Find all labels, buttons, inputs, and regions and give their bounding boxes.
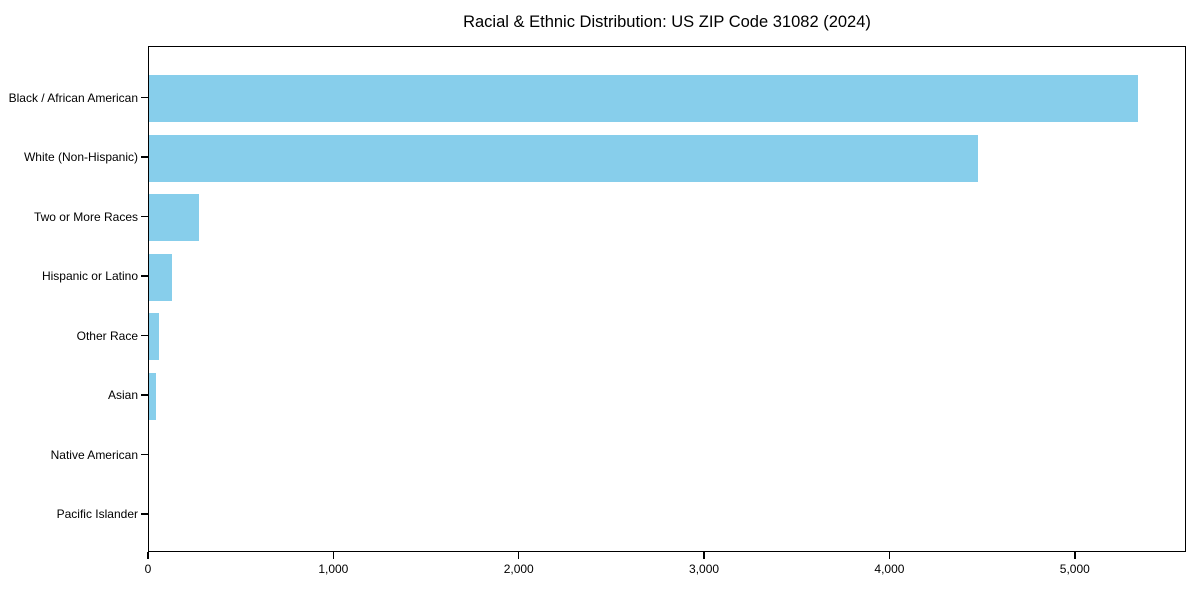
y-tick-label-black-african-american: Black / African American [8, 90, 138, 105]
x-tick-mark [1074, 552, 1076, 559]
bar-white-non-hispanic [149, 134, 979, 182]
y-tick-mark [141, 156, 148, 158]
y-tick-mark [141, 394, 148, 396]
y-tick-label-white-non-hispanic: White (Non-Hispanic) [23, 150, 138, 164]
chart-title: Racial & Ethnic Distribution: US ZIP Cod… [463, 13, 871, 31]
x-tick-label-0: 0 [144, 562, 152, 576]
bar-asian [149, 372, 157, 420]
y-tick-mark [141, 334, 148, 337]
y-tick-label-other-race: Other Race [76, 328, 138, 343]
bar-other-race [149, 313, 159, 360]
x-tick-mark [888, 552, 891, 559]
y-tick-mark [141, 215, 148, 218]
y-tick-label-pacific-islander: Pacific Islander [56, 507, 138, 521]
x-tick-label-2000: 2,000 [503, 562, 534, 576]
x-tick-label-4000: 4,000 [874, 562, 905, 576]
y-tick-label-two-or-more-races: Two or More Races [33, 209, 138, 224]
x-tick-mark [703, 552, 705, 559]
y-tick-label-native-american: Native American [50, 447, 138, 462]
y-tick-label-hispanic-or-latino: Hispanic or Latino [41, 269, 138, 283]
x-tick-mark [147, 552, 149, 559]
bar-hispanic-or-latino [149, 253, 172, 301]
bar-two-or-more-races [149, 194, 199, 241]
y-tick-mark [141, 96, 148, 99]
y-tick-mark [141, 453, 148, 456]
x-tick-label-3000: 3,000 [689, 562, 720, 576]
y-tick-mark [141, 275, 148, 277]
x-tick-label-1000: 1,000 [318, 562, 349, 576]
x-tick-mark [332, 552, 335, 559]
plot-area [148, 46, 1186, 552]
y-tick-label-asian: Asian [107, 388, 138, 402]
x-tick-mark [517, 552, 520, 559]
y-tick-mark [141, 513, 148, 515]
bar-black-african-american [149, 75, 1139, 122]
x-tick-label-5000: 5,000 [1059, 562, 1090, 576]
